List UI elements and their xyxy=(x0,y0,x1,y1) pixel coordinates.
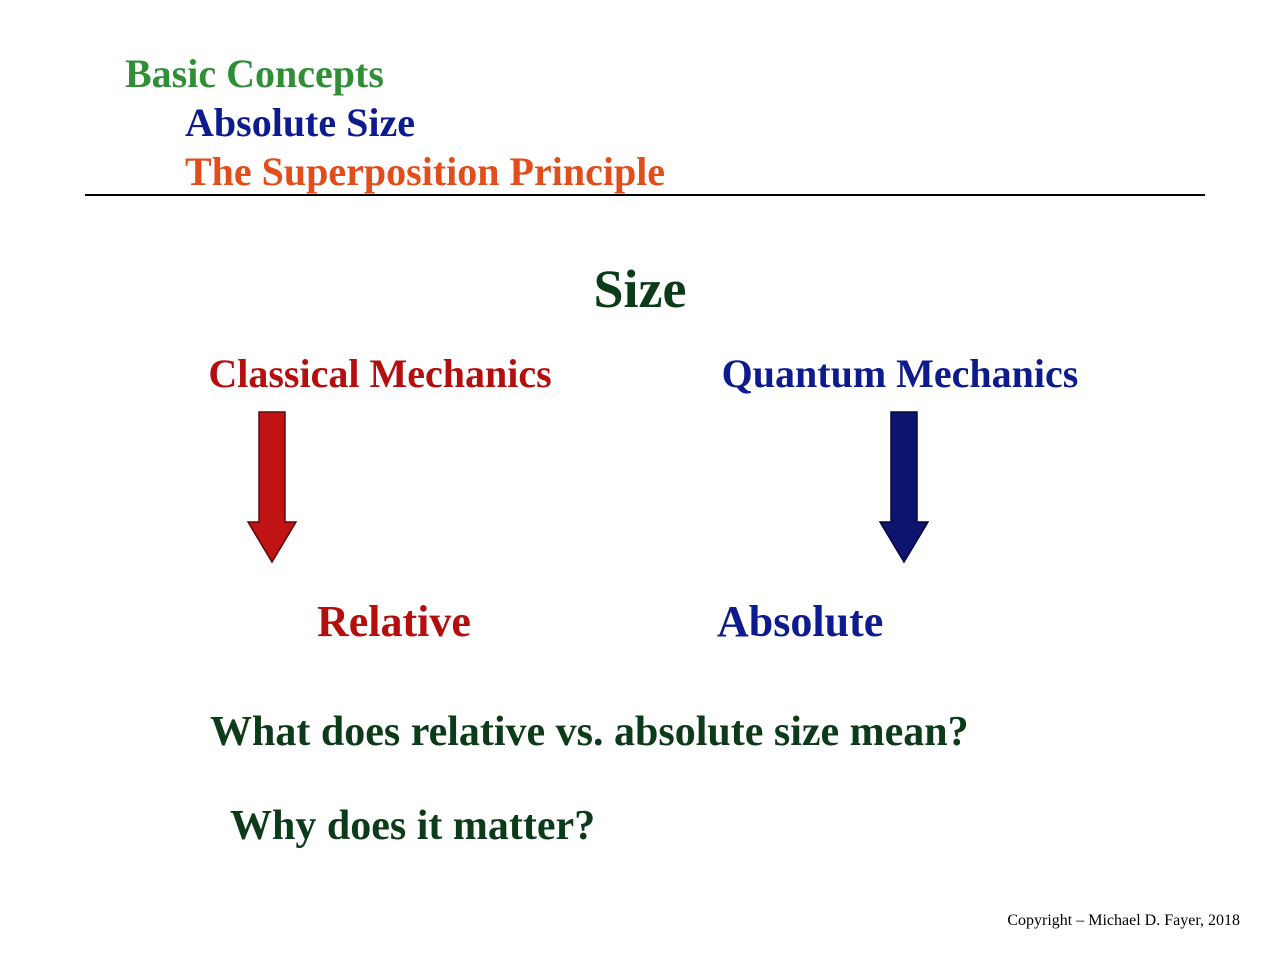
question-2: Why does it matter? xyxy=(230,802,595,850)
header-line-absolute-size: Absolute Size xyxy=(185,99,1205,146)
header-divider xyxy=(85,194,1205,196)
left-column-label: Classical Mechanics xyxy=(120,350,640,397)
header-line-basic-concepts: Basic Concepts xyxy=(125,50,1205,97)
main-title: Size xyxy=(0,258,1280,320)
header-block: Basic Concepts Absolute Size The Superpo… xyxy=(85,50,1205,195)
copyright-text: Copyright – Michael D. Fayer, 2018 xyxy=(1007,912,1240,930)
question-1: What does relative vs. absolute size mea… xyxy=(210,708,969,756)
header-line-superposition: The Superposition Principle xyxy=(185,148,1205,195)
right-arrow-icon xyxy=(878,410,930,564)
right-column-label: Quantum Mechanics xyxy=(640,350,1160,397)
right-result-label: Absolute xyxy=(717,596,883,647)
left-arrow-icon xyxy=(246,410,298,564)
left-result-label: Relative xyxy=(317,596,471,647)
